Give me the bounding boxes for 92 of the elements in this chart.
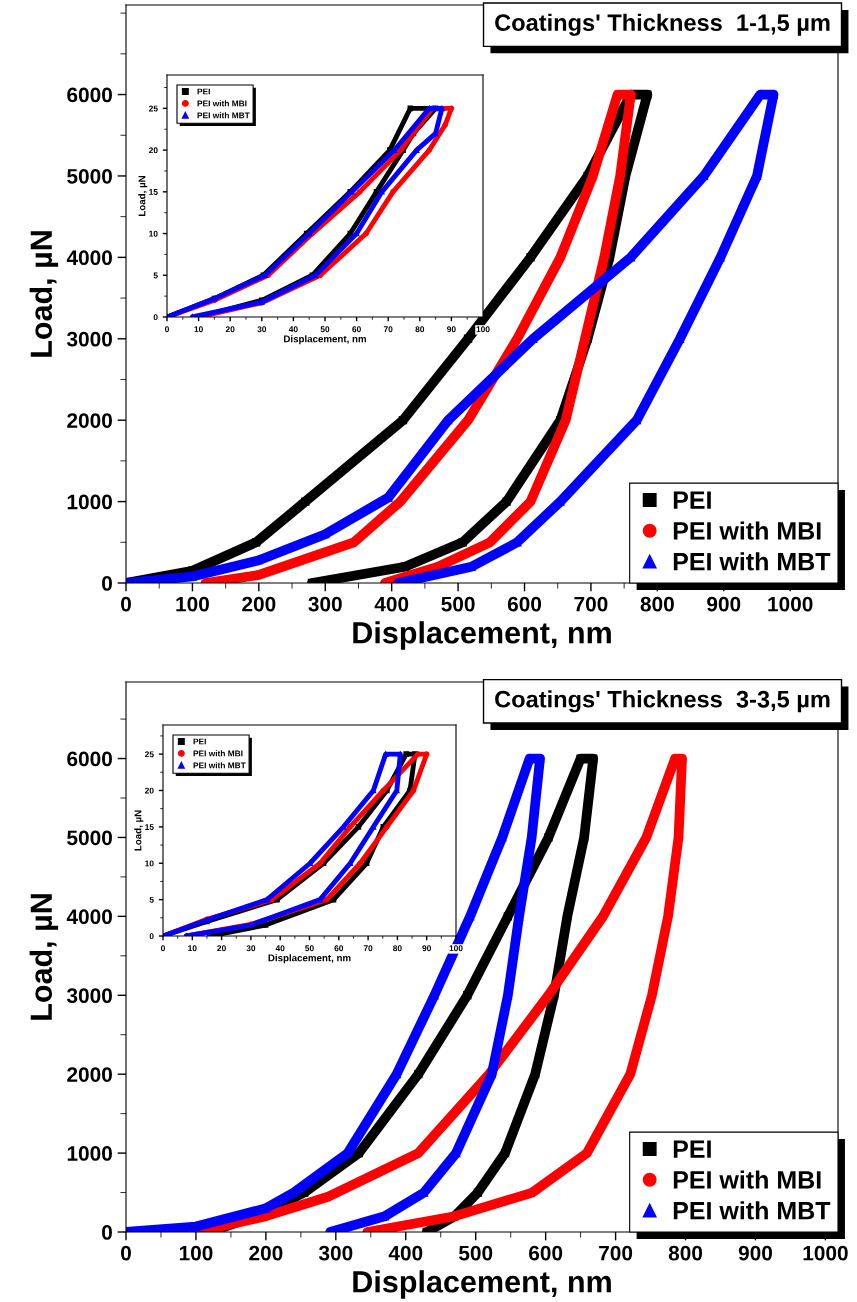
- legend-label: PEI with MBT: [193, 762, 246, 769]
- x-tick-label: 100: [176, 596, 209, 612]
- y-tick-label: 15: [149, 189, 158, 195]
- x-axis-title: Displacement, nm: [353, 1270, 611, 1299]
- y-tick-label: 4000: [66, 909, 112, 925]
- x-tick-label: 600: [507, 596, 542, 612]
- x-tick-label: 20: [217, 945, 226, 952]
- y-tick-label: 10: [149, 230, 158, 237]
- x-tick-label: 80: [393, 945, 402, 952]
- legend-label: PEI with MBT: [673, 552, 831, 571]
- x-tick-label: 70: [363, 945, 373, 952]
- y-tick-label: 10: [145, 860, 154, 867]
- chart-title: Coatings' Thickness 1-1,5 µm: [495, 13, 830, 36]
- x-tick-label: 0: [165, 326, 169, 333]
- y-tick-label: 0: [102, 576, 112, 591]
- x-tick-label: 400: [388, 1245, 423, 1261]
- y-tick-label: 2000: [67, 1067, 112, 1082]
- x-tick-label: 200: [249, 1245, 283, 1261]
- x-tick-label: 800: [640, 596, 674, 612]
- x-tick-label: 60: [352, 326, 361, 333]
- x-axis-title: Displacement, nm: [284, 335, 366, 345]
- x-tick-label: 1000: [768, 596, 813, 612]
- y-tick-label: 0: [153, 314, 158, 321]
- y-tick-label: 6000: [67, 751, 112, 767]
- legend-label: PEI with MBI: [673, 521, 821, 540]
- x-tick-label: 90: [447, 326, 456, 333]
- x-tick-label: 500: [458, 1245, 493, 1261]
- x-tick-label: 700: [574, 596, 608, 612]
- y-tick-label: 4000: [66, 250, 112, 266]
- y-tick-label: 15: [145, 824, 154, 830]
- y-tick-label: 5: [153, 272, 158, 279]
- legend-label: PEI: [197, 88, 210, 95]
- x-tick-label: 300: [308, 596, 342, 612]
- x-tick-label: 100: [449, 945, 463, 952]
- y-tick-label: 25: [148, 105, 158, 112]
- x-tick-label: 50: [305, 945, 314, 952]
- y-tick-label: 2000: [67, 413, 112, 428]
- y-tick-label: 6000: [67, 87, 112, 103]
- y-tick-label: 25: [144, 751, 154, 758]
- x-tick-label: 800: [668, 1245, 703, 1261]
- legend-label: PEI with MBI: [193, 750, 243, 757]
- y-axis-title: Load, µN: [29, 894, 59, 1020]
- x-axis-title: Displacement, nm: [268, 954, 351, 964]
- x-tick-label: 500: [441, 596, 475, 612]
- x-tick-label: 400: [374, 596, 409, 612]
- x-tick-label: 80: [415, 326, 425, 333]
- chart-title: Coatings' Thickness 3-3,5 µm: [495, 690, 830, 713]
- x-tick-label: 10: [194, 326, 203, 333]
- y-tick-label: 1000: [67, 494, 112, 510]
- x-tick-label: 700: [599, 1245, 633, 1261]
- x-tick-label: 90: [422, 945, 431, 952]
- x-tick-label: 30: [257, 326, 267, 333]
- x-tick-label: 70: [383, 326, 393, 333]
- legend-label: PEI with MBI: [197, 100, 247, 107]
- x-tick-label: 600: [529, 1245, 563, 1261]
- legend-label: PEI with MBT: [197, 112, 250, 119]
- x-tick-label: 40: [288, 326, 298, 333]
- y-tick-label: 5: [149, 896, 154, 903]
- y-tick-label: 0: [149, 933, 154, 940]
- y-tick-label: 20: [148, 147, 158, 154]
- x-tick-label: 100: [179, 1245, 213, 1261]
- y-tick-label: 3000: [66, 988, 112, 1004]
- x-tick-label: 1000: [803, 1245, 848, 1261]
- x-tick-label: 900: [707, 596, 741, 612]
- x-axis-title: Displacement, nm: [353, 621, 611, 650]
- legend-label: PEI with MBI: [673, 1170, 821, 1189]
- x-tick-label: 20: [225, 326, 235, 333]
- y-tick-label: 3000: [66, 331, 112, 347]
- x-tick-label: 900: [738, 1245, 772, 1261]
- y-tick-label: 0: [102, 1225, 112, 1240]
- x-tick-label: 100: [476, 326, 490, 333]
- x-tick-label: 60: [334, 945, 344, 952]
- y-tick-label: 5000: [67, 830, 112, 846]
- y-axis-title: Load, µN: [134, 810, 144, 851]
- x-tick-label: 0: [121, 596, 131, 612]
- x-tick-label: 50: [320, 326, 330, 333]
- x-tick-label: 200: [242, 596, 276, 612]
- y-axis-title: Load, µN: [29, 231, 59, 357]
- x-tick-label: 30: [246, 945, 256, 952]
- legend-label: PEI: [193, 738, 206, 745]
- x-tick-label: 0: [161, 945, 165, 952]
- x-tick-label: 0: [121, 1245, 131, 1261]
- y-axis-title: Load, µN: [138, 176, 148, 216]
- y-tick-label: 20: [144, 787, 154, 794]
- x-tick-label: 300: [318, 1245, 353, 1261]
- legend-label: PEI with MBT: [673, 1201, 831, 1220]
- y-tick-label: 5000: [67, 168, 112, 184]
- legend-label: PEI: [673, 1140, 711, 1158]
- y-tick-label: 1000: [67, 1146, 112, 1161]
- legend-label: PEI: [673, 491, 711, 509]
- x-tick-label: 10: [188, 945, 197, 952]
- x-tick-label: 40: [275, 945, 285, 952]
